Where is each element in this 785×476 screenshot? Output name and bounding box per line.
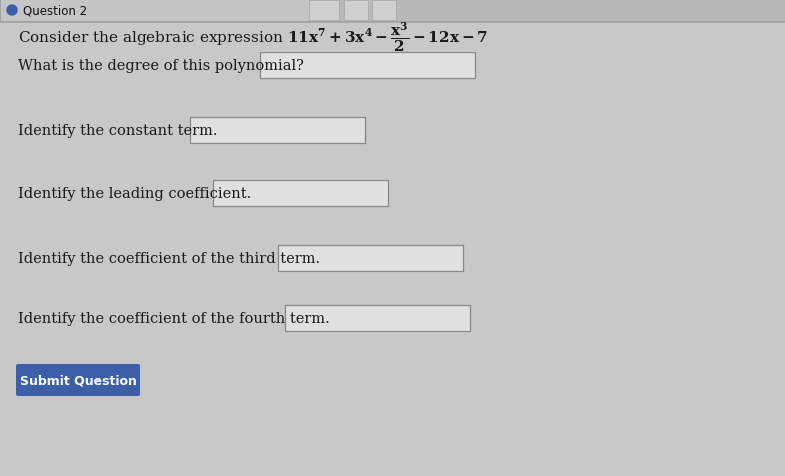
Text: Identify the coefficient of the third term.: Identify the coefficient of the third te… bbox=[18, 251, 320, 266]
Text: Identify the constant term.: Identify the constant term. bbox=[18, 124, 217, 138]
FancyBboxPatch shape bbox=[344, 1, 368, 21]
FancyBboxPatch shape bbox=[0, 0, 310, 22]
Text: Consider the algebraic expression $\mathbf{11x^7 + 3x^4 - \dfrac{x^3}{2} - 12x -: Consider the algebraic expression $\math… bbox=[18, 20, 488, 54]
FancyBboxPatch shape bbox=[190, 118, 365, 144]
Text: Identify the coefficient of the fourth term.: Identify the coefficient of the fourth t… bbox=[18, 311, 330, 325]
FancyBboxPatch shape bbox=[285, 306, 470, 331]
Text: Identify the leading coefficient.: Identify the leading coefficient. bbox=[18, 187, 251, 200]
Text: Question 2: Question 2 bbox=[23, 4, 87, 18]
Text: Submit Question: Submit Question bbox=[20, 374, 137, 387]
FancyBboxPatch shape bbox=[213, 180, 388, 207]
Text: What is the degree of this polynomial?: What is the degree of this polynomial? bbox=[18, 59, 304, 73]
FancyBboxPatch shape bbox=[16, 364, 140, 396]
FancyBboxPatch shape bbox=[278, 246, 463, 271]
FancyBboxPatch shape bbox=[0, 0, 785, 22]
Circle shape bbox=[7, 6, 17, 16]
FancyBboxPatch shape bbox=[309, 1, 339, 21]
FancyBboxPatch shape bbox=[372, 1, 396, 21]
FancyBboxPatch shape bbox=[260, 53, 475, 79]
